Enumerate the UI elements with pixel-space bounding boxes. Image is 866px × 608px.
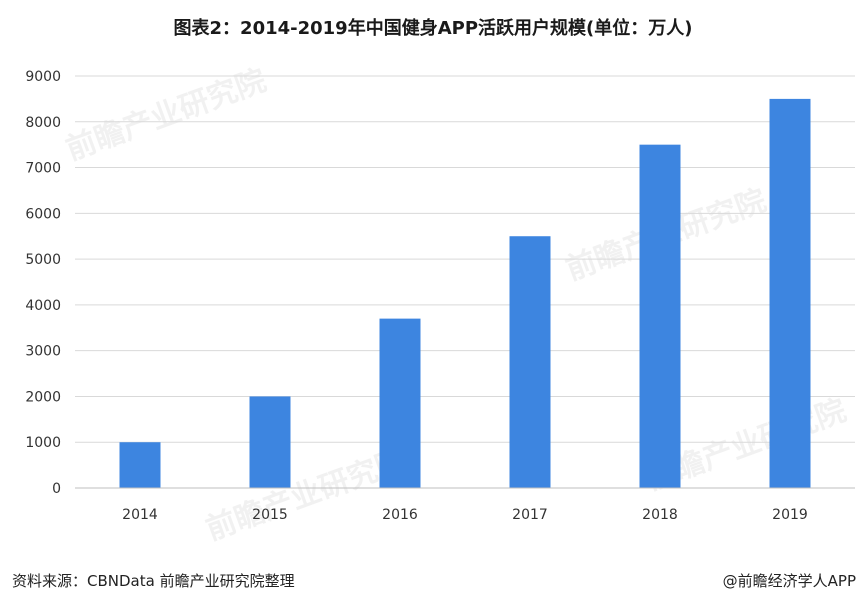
bar-chart: 0 1000 2000 3000 4000 5000 6000 7000 8000 9000 20…	[25, 69, 855, 523]
y-tick-label: 1000	[25, 435, 61, 451]
y-axis-tick-labels: 0 1000 2000 3000 4000 5000 6000 7000 8000 9000	[25, 69, 61, 497]
y-tick-label: 3000	[25, 344, 61, 360]
gridlines	[75, 75, 855, 443]
y-tick-label: 9000	[25, 69, 61, 85]
source-note: 资料来源：CBNData 前瞻产业研究院整理	[12, 572, 295, 590]
bar-2018	[639, 144, 681, 488]
x-tick-label: 2016	[382, 507, 418, 523]
chart-title: 图表2：2014-2019年中国健身APP活跃用户规模(单位：万人)	[173, 18, 693, 39]
y-tick-label: 7000	[25, 161, 61, 177]
x-tick-label: 2019	[772, 507, 808, 523]
bar-2015	[249, 396, 291, 488]
credit-note: @前瞻经济学人APP	[722, 572, 856, 590]
x-tick-label: 2018	[642, 507, 678, 523]
x-tick-label: 2017	[512, 507, 548, 523]
bar-2017	[509, 236, 551, 488]
y-tick-label: 8000	[25, 115, 61, 131]
x-tick-label: 2014	[122, 507, 158, 523]
y-tick-label: 6000	[25, 206, 61, 222]
x-tick-label: 2015	[252, 507, 288, 523]
y-tick-label: 0	[52, 481, 61, 497]
bars	[119, 98, 811, 488]
bar-2016	[379, 318, 421, 488]
x-axis-tick-labels: 2014 2015 2016 2017 2018 2019	[122, 507, 808, 523]
bar-2014	[119, 442, 161, 488]
y-tick-label: 2000	[25, 389, 61, 405]
bar-2019	[769, 98, 811, 488]
y-tick-label: 5000	[25, 252, 61, 268]
y-tick-label: 4000	[25, 298, 61, 314]
